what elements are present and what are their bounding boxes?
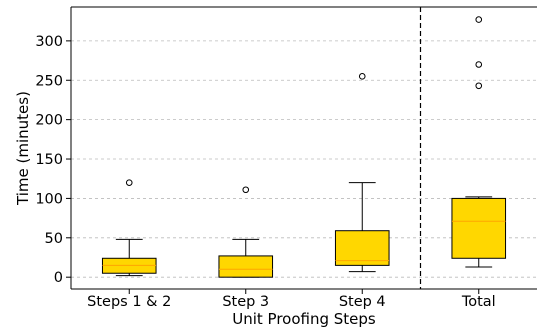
y-axis-label: Time (minutes) (14, 91, 32, 206)
box-iqr (334, 230, 390, 266)
x-tick-label: Step 3 (222, 294, 269, 310)
outlier-point (475, 82, 483, 90)
ticks-group: 0 50 100 150 200 250 300 Steps 1 & 2 Step 3 Step … (35, 34, 495, 310)
x-tick-label: Steps 1 & 2 (87, 294, 171, 310)
y-tick-label: 100 (35, 191, 63, 207)
y-tick-label: 150 (35, 152, 63, 168)
x-tick-label: Total (461, 294, 496, 310)
y-tick-label: 200 (35, 113, 63, 129)
box-iqr (451, 197, 507, 259)
outlier-point (358, 73, 366, 80)
y-tick-label: 50 (45, 231, 63, 247)
outlier-point (475, 16, 483, 23)
outlier-point (125, 179, 133, 186)
box-iqr (218, 255, 274, 278)
x-axis-label: Unit Proofing Steps (232, 310, 376, 327)
y-tick-label: 250 (35, 73, 63, 89)
boxes-group (101, 16, 507, 278)
axes-group (70, 6, 537, 290)
x-tick-label: Step 4 (339, 294, 386, 310)
outlier-point (242, 186, 250, 194)
outlier-point (475, 61, 483, 68)
y-tick-label: 300 (35, 34, 63, 50)
y-tick-label: 0 (54, 270, 63, 286)
